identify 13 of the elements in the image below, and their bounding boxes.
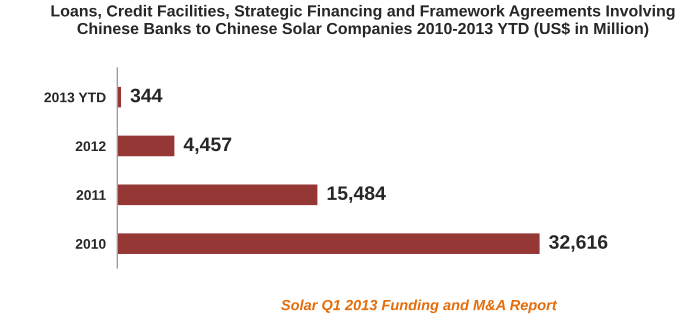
y-tick-label: 2012 xyxy=(76,141,106,152)
chart-title: Loans, Credit Facilities, Strategic Financing and Framework Agreements Involving Chinese Banks to Chinese Solar Companies 2010-2013 YTD (US$ in Million) xyxy=(51,4,674,38)
y-tick-label: 2013 YTD xyxy=(44,92,106,102)
text: Solar Q1 2013 Funding and M&A Report xyxy=(281,300,558,314)
data-label: 15,484 xyxy=(328,186,386,203)
data-label: 4,457 xyxy=(184,138,232,154)
data-label: 32,616 xyxy=(549,235,608,252)
y-tick-label: 2011 xyxy=(76,190,106,200)
bar xyxy=(117,232,541,256)
bar xyxy=(117,134,176,158)
y-tick-label: 2010 xyxy=(76,239,106,249)
data-label: 344 xyxy=(130,88,162,102)
bar xyxy=(117,183,319,207)
